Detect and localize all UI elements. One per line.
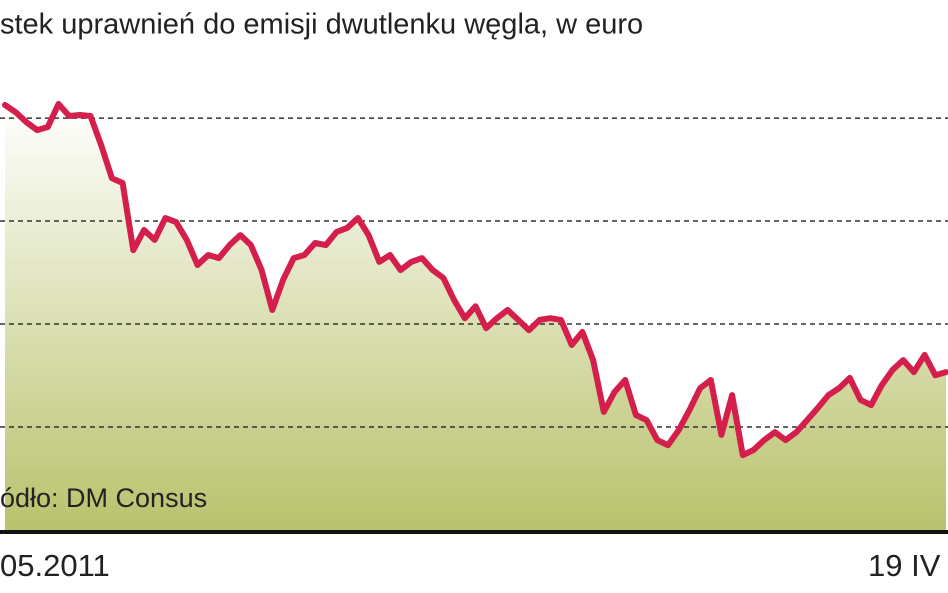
x-tick-label: 05.2011 [0,548,110,583]
chart-title: stek uprawnień do emisji dwutlenku węgla… [0,9,643,41]
source-note: ódło: DM Consus [0,483,207,513]
area-fill [5,104,946,530]
x-tick-label: 19 IV [868,548,941,583]
line [2,101,948,459]
